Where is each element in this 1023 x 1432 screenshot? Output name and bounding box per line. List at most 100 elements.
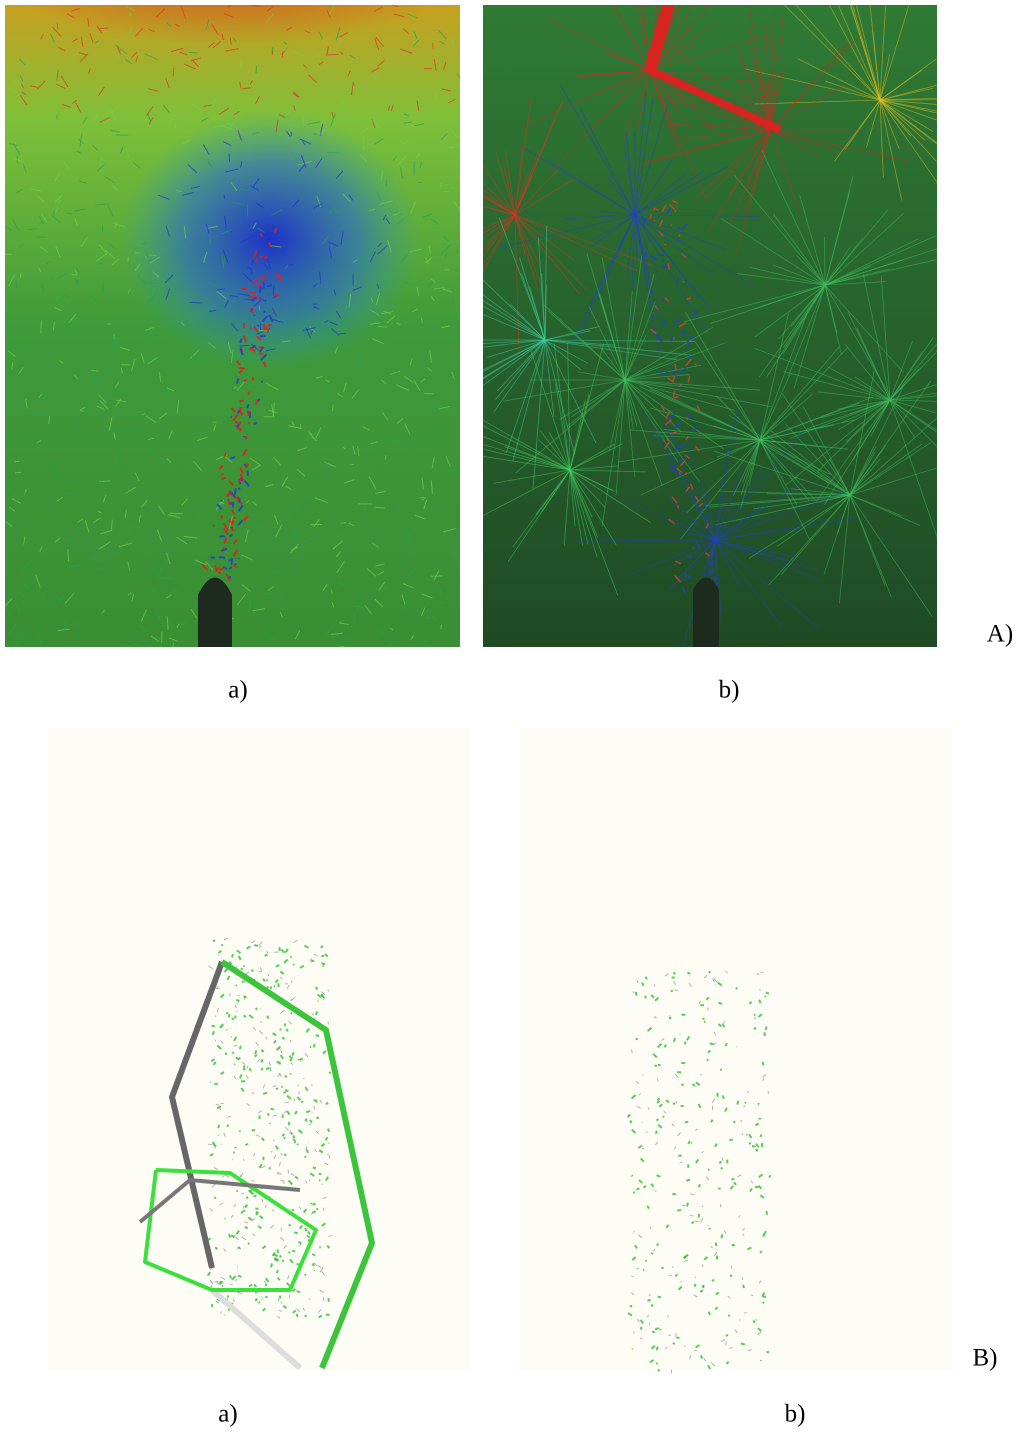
texture-stroke [747, 1349, 752, 1352]
texture-stroke [767, 435, 851, 496]
texture-stroke [759, 346, 849, 441]
texture-stroke [763, 1230, 767, 1236]
texture-stroke [637, 5, 651, 71]
texture-stroke [385, 179, 388, 187]
texture-stroke [483, 339, 546, 372]
texture-stroke [412, 308, 419, 313]
texture-stroke [759, 346, 840, 441]
texture-stroke [689, 483, 694, 490]
texture-stroke [788, 284, 826, 376]
texture-stroke [372, 75, 379, 79]
texture-stroke [217, 288, 226, 291]
texture-stroke [743, 1312, 747, 1314]
texture-stroke [298, 1091, 300, 1095]
texture-stroke [402, 583, 414, 589]
texture-stroke [855, 5, 881, 101]
texture-stroke [258, 1110, 262, 1114]
texture-stroke [213, 1196, 217, 1200]
texture-stroke [759, 313, 808, 441]
texture-stroke [646, 1315, 650, 1318]
texture-stroke [100, 529, 113, 535]
texture-stroke [88, 68, 91, 75]
texture-stroke [244, 1221, 249, 1224]
texture-stroke [263, 1280, 267, 1285]
texture-stroke [112, 185, 119, 192]
texture-stroke [483, 300, 546, 341]
texture-stroke [690, 1141, 693, 1145]
texture-stroke [233, 1044, 238, 1047]
texture-stroke [769, 78, 780, 131]
texture-stroke [661, 406, 665, 412]
texture-stroke [789, 399, 891, 440]
texture-stroke [299, 964, 305, 969]
texture-stroke [609, 379, 626, 451]
texture-stroke [743, 1105, 746, 1108]
texture-stroke [287, 1179, 293, 1186]
texture-stroke [319, 271, 322, 284]
texture-stroke [271, 209, 283, 216]
texture-stroke [219, 1040, 224, 1044]
texture-stroke [240, 967, 244, 971]
texture-stroke [740, 1119, 742, 1123]
texture-stroke [683, 129, 771, 139]
texture-stroke [263, 310, 266, 314]
texture-stroke [242, 1067, 246, 1071]
texture-stroke [379, 561, 383, 570]
texture-stroke [305, 327, 312, 339]
texture-stroke [698, 502, 704, 508]
texture-stroke [682, 223, 689, 229]
texture-stroke [847, 311, 891, 401]
texture-stroke [729, 1185, 734, 1190]
texture-stroke [389, 627, 394, 631]
texture-stroke [255, 201, 264, 209]
texture-stroke [258, 297, 265, 302]
texture-stroke [753, 60, 771, 131]
texture-stroke [630, 429, 761, 441]
texture-stroke [232, 1298, 235, 1302]
texture-stroke [144, 281, 159, 285]
texture-stroke [239, 367, 245, 370]
texture-stroke [399, 167, 404, 179]
texture-stroke [13, 78, 20, 85]
texture-stroke [631, 1275, 634, 1278]
texture-stroke [5, 520, 13, 527]
texture-stroke [374, 37, 380, 50]
texture-stroke [634, 214, 759, 217]
texture-stroke [449, 547, 457, 560]
texture-stroke [294, 630, 301, 640]
texture-stroke [377, 326, 388, 328]
texture-stroke [369, 531, 378, 535]
texture-stroke [125, 486, 136, 494]
texture-stroke [231, 953, 235, 958]
texture-stroke [250, 296, 258, 302]
texture-stroke [5, 608, 11, 617]
texture-stroke [634, 173, 687, 216]
texture-stroke [758, 1280, 762, 1284]
texture-stroke [295, 1313, 299, 1318]
texture-stroke [54, 194, 63, 203]
texture-stroke [752, 1319, 756, 1324]
texture-stroke [352, 612, 357, 623]
texture-stroke [782, 284, 826, 355]
texture-stroke [155, 460, 165, 465]
texture-stroke [183, 535, 198, 539]
texture-stroke [624, 301, 656, 381]
texture-stroke [140, 639, 148, 643]
texture-stroke [238, 1074, 243, 1079]
indenter [693, 577, 719, 647]
texture-stroke [759, 393, 813, 441]
texture-stroke [746, 1133, 748, 1136]
texture-stroke [656, 1174, 661, 1178]
texture-stroke [205, 561, 214, 571]
texture-stroke [302, 140, 306, 146]
texture-stroke [889, 399, 937, 414]
texture-stroke [849, 443, 923, 496]
texture-stroke [416, 286, 420, 296]
texture-stroke [16, 188, 23, 194]
texture-stroke [45, 326, 57, 332]
texture-stroke [223, 937, 228, 941]
texture-stroke [172, 374, 183, 377]
texture-stroke [305, 469, 311, 481]
texture-stroke [113, 342, 116, 349]
texture-stroke [606, 176, 636, 216]
